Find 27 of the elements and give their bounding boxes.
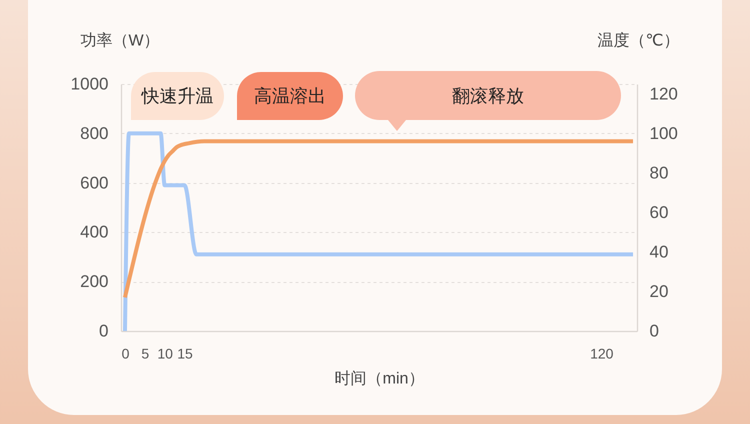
y2-tick-label: 20 xyxy=(650,282,668,301)
annotation: 快速升温 xyxy=(142,85,214,108)
y-tick-label: 600 xyxy=(80,173,108,192)
annotation: 翻滚释放 xyxy=(452,84,524,108)
x-tick-label: 120 xyxy=(590,346,614,362)
annotation: 高温溶出 xyxy=(254,85,326,108)
y2-axis-title: 温度（℃） xyxy=(598,32,680,50)
x-axis-title: 时间（min） xyxy=(334,370,424,388)
x-tick-label: 10 xyxy=(157,346,174,362)
y-tick-label: 0 xyxy=(99,322,108,340)
y2-tick-label: 60 xyxy=(650,202,668,222)
y-tick-label: 400 xyxy=(80,222,108,242)
y2-tick-label: 0 xyxy=(650,322,659,340)
y-tick-label: 1000 xyxy=(70,74,108,94)
x-tick-label: 5 xyxy=(141,346,150,362)
y-tick-label: 800 xyxy=(80,124,108,143)
y-tick-label: 200 xyxy=(80,272,108,292)
y2-tick-label: 120 xyxy=(650,84,678,104)
speech-bubble: 高温溶出 xyxy=(237,72,343,120)
x-tick-label: 0 xyxy=(122,346,130,362)
y2-tick-label: 80 xyxy=(650,163,668,182)
line-series xyxy=(122,139,636,300)
speech-bubble: 快速升温 xyxy=(131,72,224,120)
x-tick-label: 15 xyxy=(177,346,194,362)
y2-tick-label: 40 xyxy=(650,242,668,262)
y2-tick-label: 100 xyxy=(650,124,678,143)
y-axis-title: 功率（W） xyxy=(80,32,160,50)
